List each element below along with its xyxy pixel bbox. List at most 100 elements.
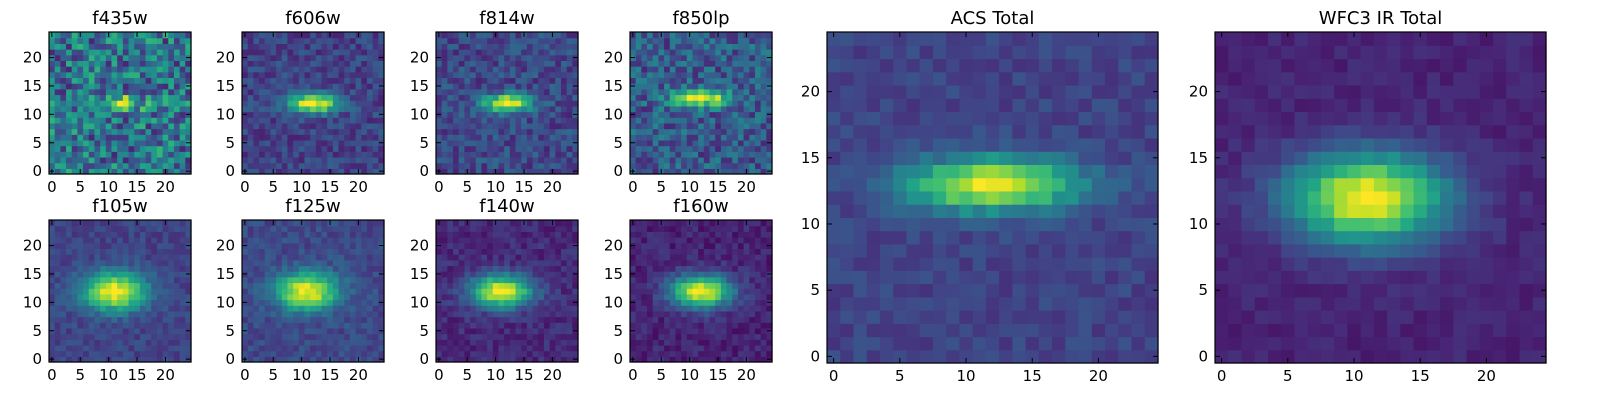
heatmap-cell	[361, 288, 368, 295]
heatmap-cell	[635, 327, 642, 335]
heatmap-cell	[128, 145, 135, 152]
heatmap-cell	[49, 344, 56, 352]
heatmap-cell	[321, 168, 328, 175]
heatmap-cell	[287, 60, 294, 67]
heatmap-cell	[664, 83, 671, 90]
heatmap-cell	[686, 128, 694, 135]
heatmap-cell	[304, 231, 311, 238]
heatmap-cell	[675, 299, 682, 306]
heatmap-cell	[253, 43, 260, 50]
heatmap-cell	[298, 339, 306, 346]
heatmap-cell	[555, 225, 562, 232]
heatmap-cell	[766, 339, 773, 346]
heatmap-cell	[287, 271, 294, 278]
heatmap-cell	[247, 168, 254, 175]
heatmap-cell	[54, 293, 61, 301]
heatmap-cell	[327, 66, 334, 73]
heatmap-cell	[715, 145, 722, 152]
heatmap-cell	[692, 71, 699, 79]
heatmap-cell	[743, 54, 750, 61]
heatmap-cell	[276, 271, 283, 278]
heatmap-cell	[287, 356, 294, 363]
heatmap-cell	[492, 271, 500, 278]
heatmap-cell	[105, 151, 113, 158]
heatmap-cell	[669, 122, 677, 130]
heatmap-cell	[372, 128, 379, 135]
heatmap-cell	[139, 248, 147, 255]
heatmap-cell	[532, 225, 539, 232]
heatmap-cell	[498, 327, 505, 335]
heatmap-cell	[635, 145, 642, 152]
heatmap-cell	[470, 94, 477, 101]
heatmap-cell	[441, 151, 448, 158]
heatmap-cell	[156, 220, 164, 227]
heatmap-cell	[304, 168, 311, 175]
heatmap-cell	[134, 271, 141, 278]
heatmap-cell	[327, 322, 334, 329]
heatmap-cell	[447, 339, 454, 346]
heatmap-cell	[436, 282, 443, 289]
heatmap-cell	[481, 327, 488, 335]
heatmap-cell	[54, 128, 61, 135]
heatmap-cell	[372, 265, 379, 272]
heatmap-cell	[281, 220, 289, 227]
heatmap-cell	[464, 288, 471, 295]
heatmap-cell	[521, 254, 528, 261]
heatmap-cell	[287, 111, 294, 118]
heatmap-cell	[281, 322, 289, 329]
heatmap-cell	[720, 66, 728, 73]
heatmap-cell	[664, 339, 671, 346]
heatmap-cell	[709, 151, 716, 158]
heatmap-cell	[344, 134, 351, 141]
heatmap-cell	[543, 88, 551, 96]
heatmap-cell	[526, 105, 534, 113]
heatmap-cell	[664, 54, 671, 61]
heatmap-cell	[475, 344, 483, 352]
heatmap-cell	[538, 288, 545, 295]
heatmap-cell	[128, 265, 135, 272]
heatmap-cell	[49, 151, 56, 158]
heatmap-cell	[83, 156, 90, 164]
heatmap-cell	[641, 43, 648, 50]
heatmap-cell	[378, 259, 385, 267]
heatmap-cell	[361, 122, 368, 130]
heatmap-cell	[555, 248, 562, 255]
heatmap-cell	[492, 344, 500, 352]
heatmap-cell	[726, 88, 733, 96]
heatmap-cell	[83, 242, 90, 249]
heatmap-cell	[310, 122, 317, 130]
heatmap-cell	[264, 37, 271, 44]
heatmap-cell	[298, 49, 306, 56]
heatmap-cell	[470, 100, 477, 107]
heatmap-cell	[242, 254, 249, 261]
heatmap-cell	[475, 237, 483, 244]
heatmap-cell	[538, 282, 545, 289]
heatmap-cell	[151, 100, 158, 107]
heatmap-cell	[641, 88, 648, 96]
heatmap-cell	[447, 350, 454, 357]
heatmap-cell	[105, 162, 113, 169]
heatmap-cell	[145, 105, 152, 113]
heatmap-cell	[630, 128, 637, 135]
heatmap-cell	[117, 83, 124, 90]
heatmap-cell	[538, 66, 545, 73]
heatmap-cell	[532, 100, 539, 107]
heatmap-cell	[630, 276, 637, 284]
heatmap-cell	[372, 327, 379, 335]
heatmap-cell	[726, 168, 733, 175]
heatmap-cell	[669, 77, 677, 84]
heatmap-cell	[145, 225, 152, 232]
heatmap-cell	[526, 43, 534, 50]
heatmap-cell	[458, 168, 465, 175]
heatmap-cell	[293, 339, 300, 346]
heatmap-cell	[162, 88, 169, 96]
heatmap-cell	[532, 88, 539, 96]
heatmap-cell	[128, 162, 135, 169]
heatmap-cell	[481, 339, 488, 346]
heatmap-cell	[658, 66, 665, 73]
heatmap-cell	[720, 71, 728, 79]
heatmap-cell	[754, 66, 762, 73]
y-tick-label: 20	[216, 49, 235, 67]
y-tick-label: 10	[216, 105, 235, 123]
heatmap-cell	[532, 151, 539, 158]
